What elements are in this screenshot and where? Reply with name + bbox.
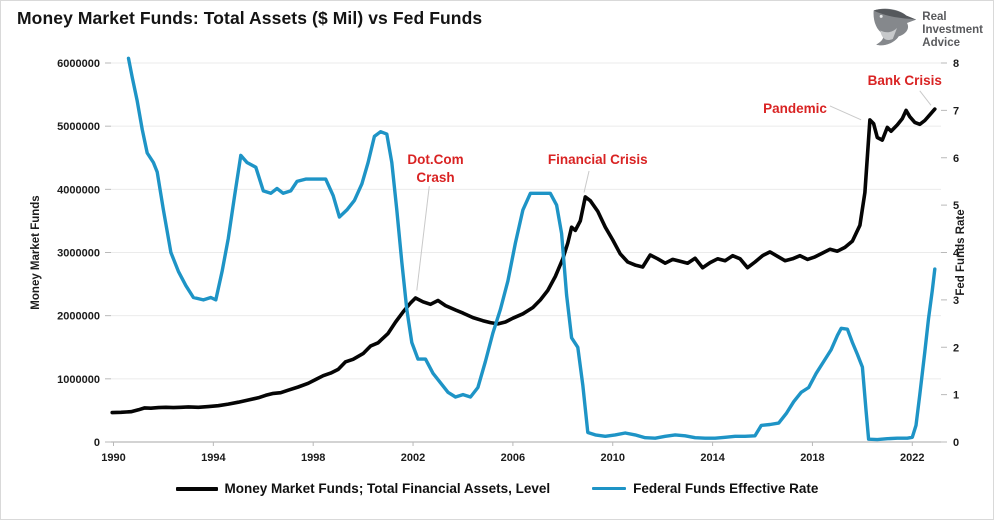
annotation-financial-crisis: Financial Crisis — [548, 152, 648, 167]
chart-title: Money Market Funds: Total Assets ($ Mil)… — [17, 8, 483, 28]
legend-label: Money Market Funds; Total Financial Asse… — [224, 481, 551, 496]
legend-dash — [592, 486, 627, 491]
y-left-tick-label: 6000000 — [57, 58, 100, 70]
x-tick-label: 2014 — [700, 452, 725, 464]
series-money-market-funds-total-financial-assets-level-line — [110, 107, 937, 415]
x-tick-label: 2018 — [800, 452, 824, 464]
x-tick-label: 2022 — [900, 452, 924, 464]
annotation-leader-line — [583, 170, 590, 193]
annotation-leader-line — [919, 90, 932, 106]
annotation-bank-crisis: Bank Crisis — [868, 73, 942, 88]
x-tick-label: 2010 — [601, 452, 625, 464]
legend-label: Federal Funds Effective Rate — [633, 481, 819, 496]
x-tick-label: 1990 — [101, 452, 125, 464]
x-tick-label: 1994 — [201, 452, 226, 464]
y-left-tick-label: 1000000 — [57, 374, 100, 386]
logo-wordmark: Real Investment Advice — [922, 11, 983, 50]
y-right-tick-label: 6 — [953, 153, 959, 165]
y-left-tick-label: 2000000 — [57, 311, 100, 323]
annotation-leader-line — [829, 105, 862, 121]
right-axis-title: Fed Funds Rate — [955, 209, 967, 295]
annotation-pandemic: Pandemic — [763, 101, 827, 116]
y-right-tick-label: 2 — [953, 342, 959, 354]
legend-item-money-market-funds-total-financial-assets-level: Money Market Funds; Total Financial Asse… — [175, 481, 551, 496]
y-left-tick-label: 5000000 — [57, 121, 100, 133]
chart-legend: Money Market Funds; Total Financial Asse… — [1, 481, 993, 496]
legend-item-federal-funds-effective-rate: Federal Funds Effective Rate — [592, 481, 818, 496]
y-right-tick-label: 4 — [953, 248, 960, 260]
real-investment-advice-logo: Real Investment Advice — [867, 6, 983, 55]
y-right-tick-label: 0 — [953, 437, 959, 449]
logo-word-real: Real — [922, 11, 947, 23]
y-right-tick-label: 1 — [953, 390, 959, 402]
logo-word-investment: Investment — [922, 24, 983, 36]
y-right-tick-label: 3 — [953, 295, 959, 307]
annotation-dot-com-crash: Dot.Com Crash — [407, 152, 463, 185]
y-left-tick-label: 0 — [94, 437, 100, 449]
x-tick-label: 2002 — [401, 452, 425, 464]
eagle-logo-icon — [867, 6, 917, 55]
x-tick-label: 2006 — [501, 452, 525, 464]
y-right-tick-label: 5 — [953, 200, 959, 212]
y-left-tick-label: 3000000 — [57, 248, 100, 260]
logo-word-advice: Advice — [922, 37, 960, 49]
series-federal-funds-effective-rate-line — [126, 56, 937, 442]
legend-dash — [175, 486, 218, 491]
left-axis-title: Money Market Funds — [30, 195, 42, 309]
annotation-leader-line — [416, 186, 430, 291]
y-right-tick-label: 8 — [953, 58, 959, 70]
y-right-tick-label: 7 — [953, 105, 959, 117]
y-left-tick-label: 4000000 — [57, 184, 100, 196]
x-tick-label: 1998 — [301, 452, 325, 464]
